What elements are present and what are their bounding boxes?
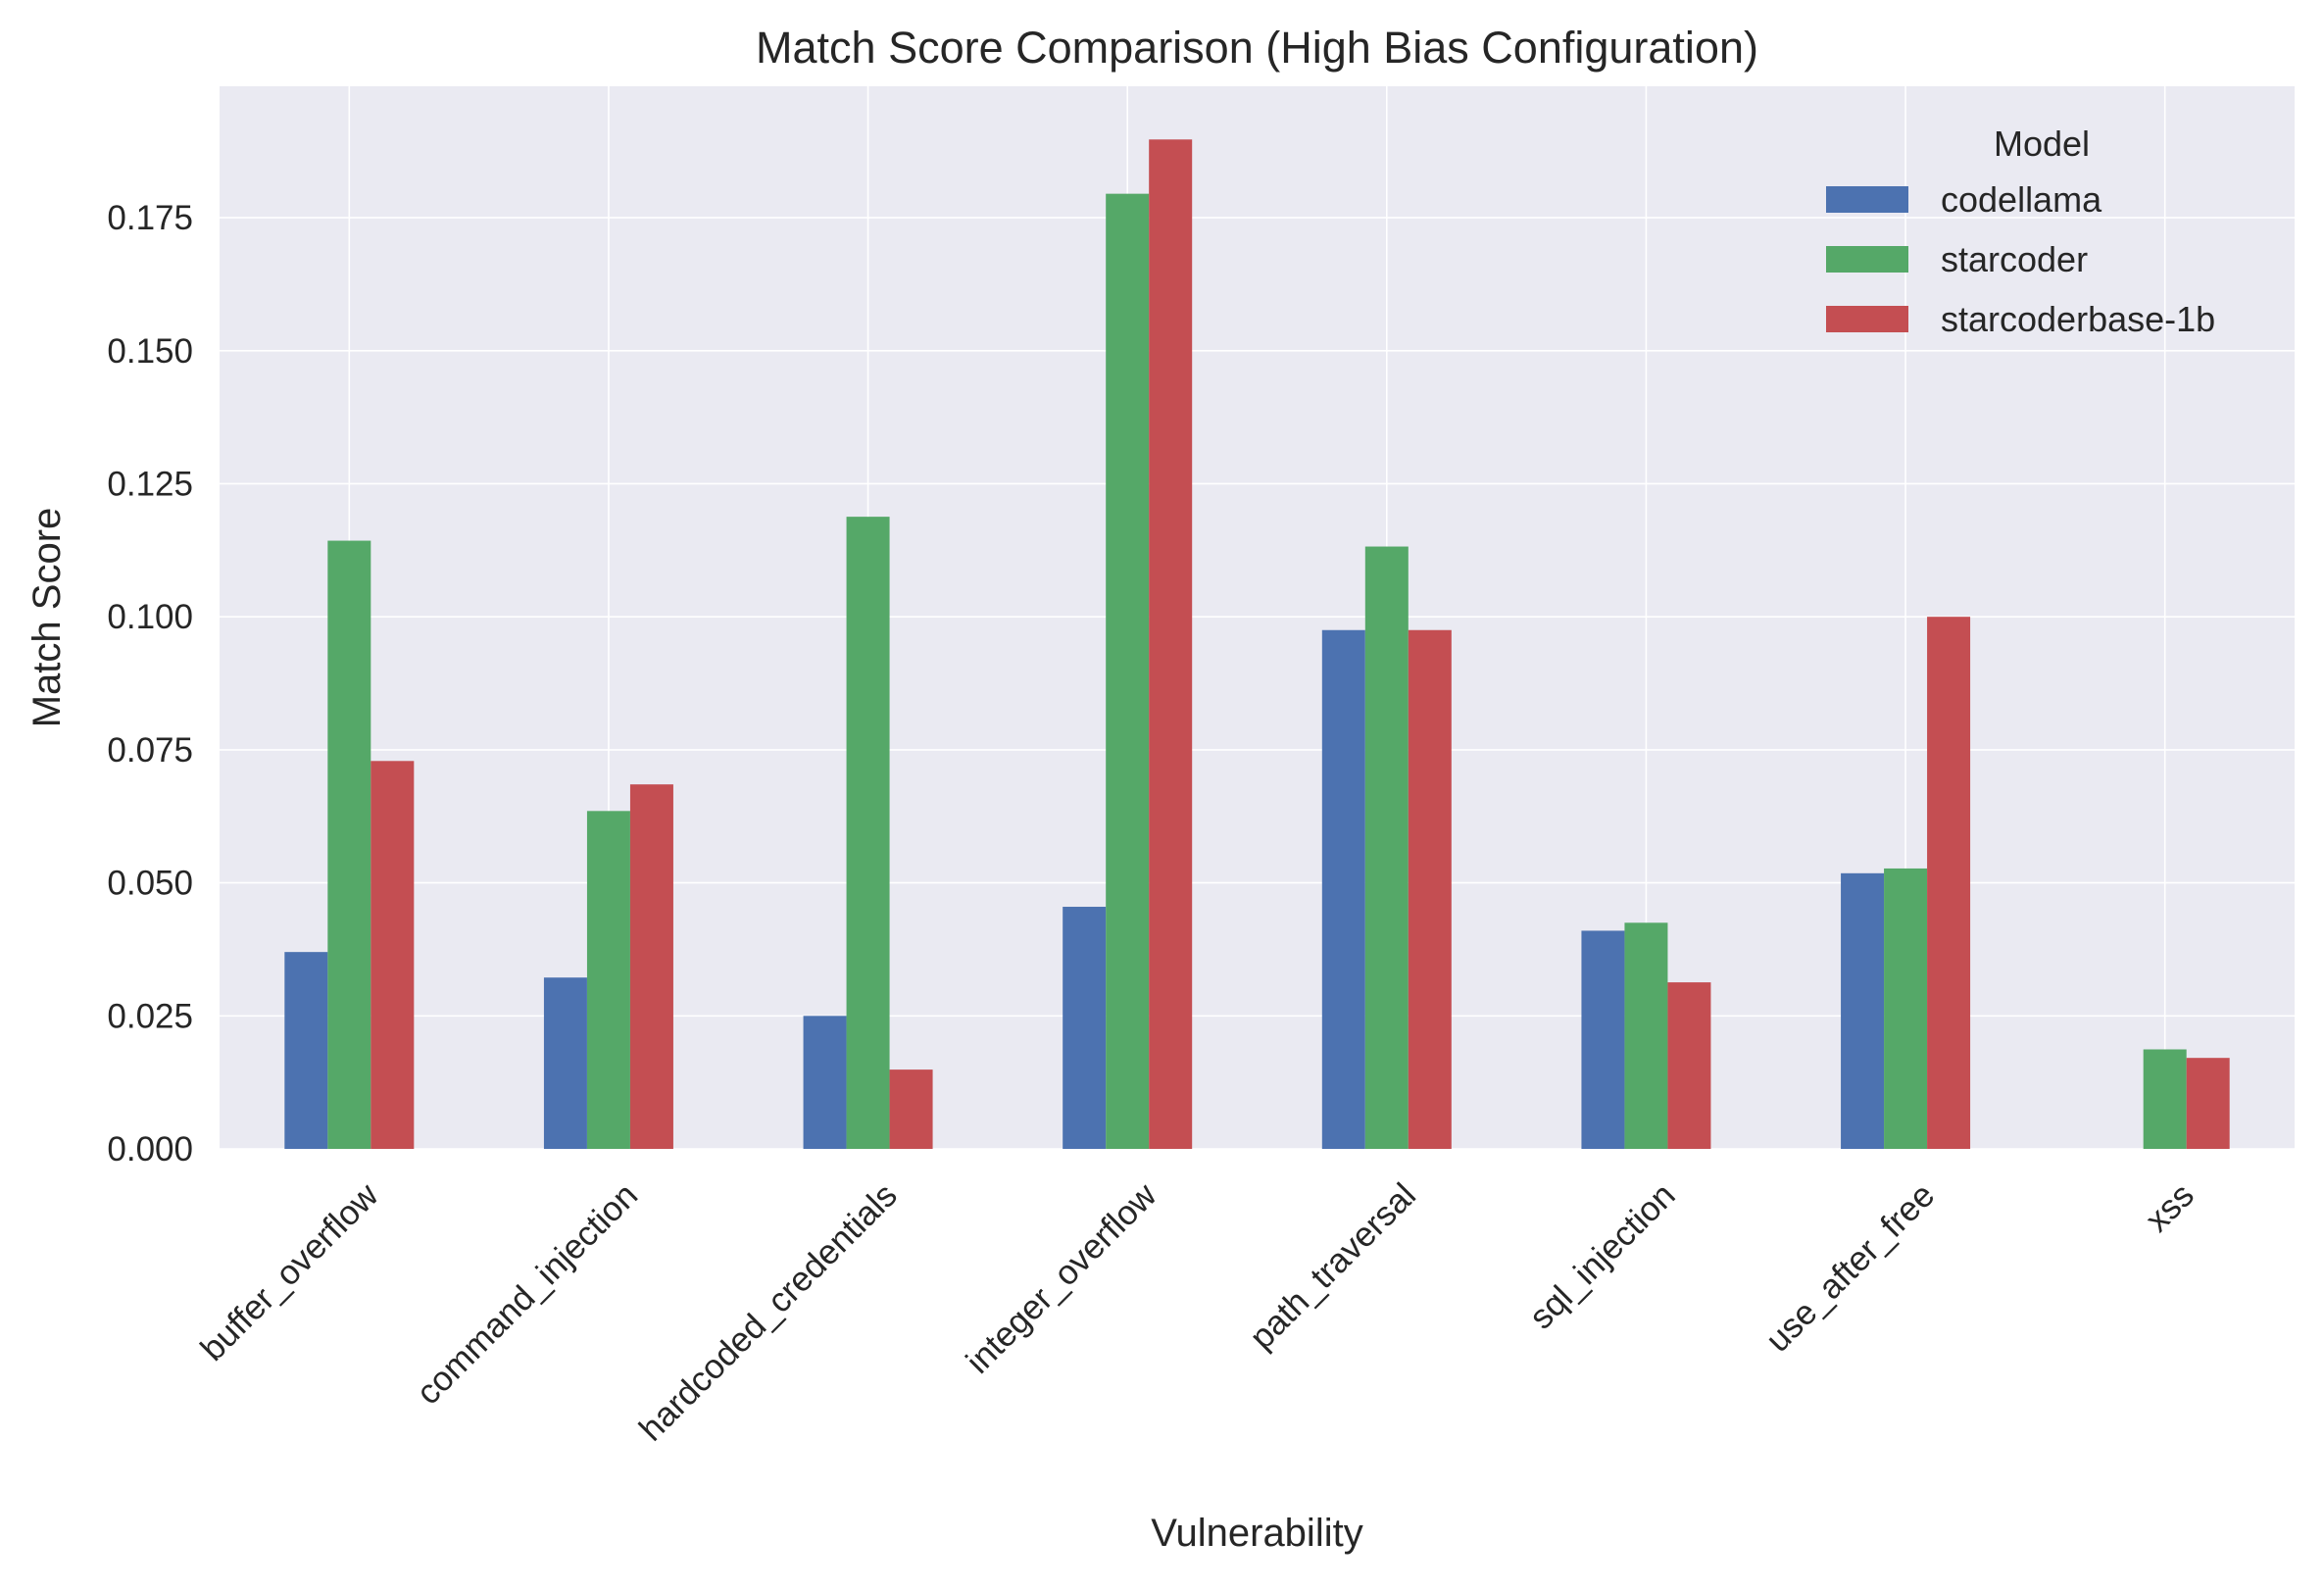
bar-starcoder-command_injection [586, 811, 630, 1149]
bar-codellama-command_injection [543, 977, 587, 1149]
bar-starcoderbase-1b-xss [2186, 1058, 2230, 1149]
y-tick-label: 0.100 [107, 598, 193, 636]
chart-title: Match Score Comparison (High Bias Config… [756, 23, 1758, 73]
bar-starcoderbase-1b-sql_injection [1667, 982, 1711, 1149]
legend-title: Model [1994, 124, 2090, 164]
bar-starcoderbase-1b-integer_overflow [1149, 139, 1193, 1150]
y-axis-label: Match Score [25, 508, 69, 728]
legend-swatch-starcoderbase-1b [1826, 306, 1908, 332]
legend-label-codellama: codellama [1941, 179, 2102, 220]
legend-label-starcoder: starcoder [1941, 239, 2088, 279]
legend-items: codellama starcoder starcoderbase-1b [1826, 179, 2215, 339]
bar-codellama-buffer_overflow [284, 952, 328, 1149]
bar-codellama-path_traversal [1321, 629, 1365, 1149]
bar-codellama-integer_overflow [1063, 907, 1107, 1149]
y-tick-label: 0.075 [107, 731, 193, 770]
x-axis-label: Vulnerability [1151, 1512, 1362, 1555]
bar-starcoder-path_traversal [1364, 546, 1409, 1149]
bar-starcoder-sql_injection [1624, 922, 1668, 1149]
y-tick-label: 0.125 [107, 465, 193, 503]
legend-swatch-starcoder [1826, 246, 1908, 273]
bar-starcoder-buffer_overflow [327, 540, 371, 1149]
y-tick-label: 0.150 [107, 332, 193, 371]
bar-codellama-sql_injection [1581, 930, 1625, 1149]
y-tick-label: 0.050 [107, 865, 193, 903]
y-tick-labels: 0.000 0.025 0.050 0.075 0.100 0.125 0.150 0.175 [107, 199, 193, 1168]
bar-starcoderbase-1b-path_traversal [1408, 629, 1452, 1149]
y-tick-label: 0.000 [107, 1130, 193, 1168]
bar-starcoder-integer_overflow [1106, 193, 1150, 1150]
bar-codellama-use_after_free [1841, 872, 1885, 1149]
bar-codellama-hardcoded_credentials [803, 1016, 847, 1149]
bar-starcoder-hardcoded_credentials [846, 517, 890, 1149]
legend: Model codellama starcoder starcoderbase-1b [1826, 124, 2215, 339]
bar-starcoderbase-1b-use_after_free [1927, 617, 1971, 1149]
bar-starcoderbase-1b-command_injection [629, 784, 673, 1149]
bars [284, 139, 2230, 1150]
y-tick-label: 0.175 [107, 199, 193, 237]
bar-starcoderbase-1b-buffer_overflow [371, 761, 415, 1149]
bar-starcoder-xss [2143, 1049, 2187, 1149]
legend-swatch-codellama [1826, 186, 1908, 213]
y-tick-label: 0.025 [107, 997, 193, 1035]
bar-starcoderbase-1b-hardcoded_credentials [889, 1069, 933, 1149]
legend-label-starcoderbase-1b: starcoderbase-1b [1941, 299, 2215, 339]
bar-starcoder-use_after_free [1884, 868, 1928, 1149]
